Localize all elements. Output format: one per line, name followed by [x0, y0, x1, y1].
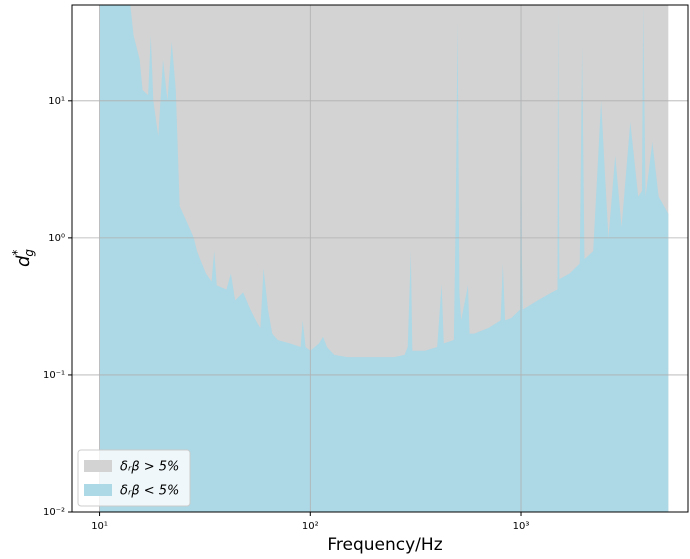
y-tick-label: 10⁻¹: [43, 370, 65, 381]
plot-area: [99, 5, 669, 512]
x-tick-label: 10²: [302, 521, 319, 532]
legend-label: δᵣβ > 5%: [120, 460, 179, 475]
y-label-sup: *: [10, 250, 24, 256]
y-tick-label: 10⁻²: [43, 507, 65, 518]
y-label-base: d: [13, 255, 34, 267]
legend-swatch: [84, 460, 112, 472]
legend-label: δᵣβ < 5%: [120, 484, 179, 499]
x-tick-label: 10¹: [91, 521, 108, 532]
x-tick-label: 10³: [513, 521, 530, 532]
y-tick-label: 10⁰: [48, 233, 65, 244]
y-axis-label: d*g: [10, 249, 36, 267]
y-label-sub: g: [22, 249, 36, 257]
axes-frame: [71, 4, 689, 513]
legend-swatch: [84, 484, 112, 496]
x-axis-label: Frequency/Hz: [327, 535, 442, 555]
area: [99, 5, 669, 512]
y-tick-label: 10¹: [48, 96, 65, 107]
